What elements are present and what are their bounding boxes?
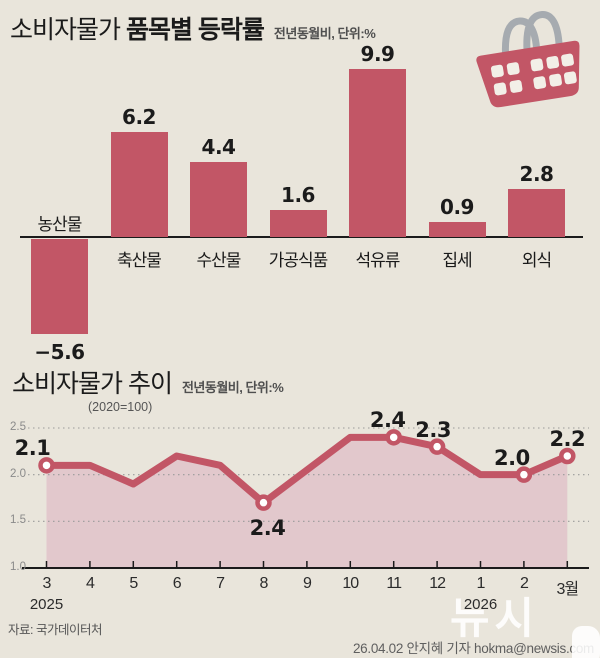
line-chart-header: 소비자물가 추이 전년동월비, 단위:%: [12, 364, 284, 400]
x-axis-label: 8: [259, 575, 269, 592]
bar-category-label: 수산물: [196, 251, 242, 270]
x-axis-label: 5: [129, 575, 138, 592]
byline-credit: 26.04.02 안지혜 기자 hokma@newsis.com: [352, 641, 594, 656]
x-axis-label: 2: [519, 575, 529, 592]
bar-category-label: 농산물: [37, 215, 83, 234]
y-axis-label: 1.0: [10, 561, 26, 573]
newsis-watermark: 뉴시스: [450, 584, 600, 658]
y-axis-label: 2.5: [10, 421, 26, 433]
newsis-logo-symbol: [571, 626, 600, 658]
data-point-marker: [385, 429, 402, 446]
bar-value-label: 9.9: [360, 41, 395, 66]
bar-chart-title: 소비자물가 품목별 등락률: [10, 10, 265, 46]
point-value-label: 2.2: [549, 427, 586, 451]
data-source-note: 자료: 국가데이터처: [8, 623, 102, 637]
bar-category-label: 축산물: [117, 251, 162, 270]
bar-chart-header: 소비자물가 품목별 등락률 전년동월비, 단위:%: [10, 10, 376, 46]
data-point-marker: [428, 438, 446, 455]
y-axis-label: 2.0: [10, 467, 26, 480]
year-label: 2026: [463, 596, 498, 613]
bar-category-label: 외식: [521, 251, 552, 270]
bar-value-label: 6.2: [122, 104, 156, 129]
bar-chart-unit-note: 전년동월비, 단위:%: [273, 26, 376, 41]
bar-value-label: 4.4: [201, 135, 236, 160]
bar-chart-axis: [20, 236, 583, 238]
bar-chart-title-emph: 품목별 등락률: [125, 16, 265, 44]
bar-5: [428, 221, 486, 237]
bar-1: [110, 131, 168, 237]
bar-value-label: 1.6: [281, 182, 315, 207]
x-axis-label: 4: [85, 575, 95, 592]
bar-0: [31, 239, 88, 335]
bar-2: [190, 162, 247, 237]
point-value-label: 2.4: [369, 408, 406, 433]
area-fill: [46, 437, 568, 568]
x-axis-label: 7: [216, 575, 225, 592]
bar-value-label: 2.8: [519, 162, 554, 187]
x-axis-label: 11: [386, 575, 402, 592]
bar-chart: −5.6 농산물 6.2 축산물 4.4 수산물 1.6 가공식품 9.9 석유류 0.9 집세 2.8…: [20, 41, 583, 364]
y-axis-label: 1.5: [10, 514, 26, 527]
bar-value-label: −5.6: [34, 340, 85, 365]
point-value-label: 2.3: [415, 417, 451, 442]
x-axis-label: 9: [302, 575, 312, 592]
x-axis-label: 3: [42, 575, 52, 592]
x-axis-label: 10: [342, 575, 359, 592]
basket-handle-left: [501, 17, 541, 66]
basket-handle-right: [523, 10, 563, 60]
year-label: 2025: [29, 596, 64, 613]
data-point-marker: [255, 494, 272, 511]
data-point-marker: [515, 466, 533, 483]
x-axis-label: 12: [429, 575, 446, 592]
bar-category-label: 석유류: [355, 251, 401, 270]
bar-category-label: 가공식품: [268, 251, 329, 270]
bar-6: [508, 189, 565, 237]
line-chart-unit-note: 전년동월비, 단위:%: [181, 380, 284, 395]
x-axis-label: 3월: [556, 581, 579, 598]
line-chart: [22, 427, 589, 569]
bar-value-label: 0.9: [440, 194, 474, 219]
trend-line: [43, 433, 571, 507]
newsis-logo-text: 뉴시스: [450, 595, 540, 658]
line-chart-title: 소비자물가 추이: [12, 370, 173, 398]
point-value-label: 2.4: [249, 515, 286, 540]
bar-category-label: 집세: [442, 251, 472, 270]
data-point-marker: [38, 457, 55, 474]
x-axis-label: 6: [172, 575, 182, 592]
shopping-basket-icon: [476, 10, 580, 108]
bar-3: [269, 209, 327, 237]
bar-4: [349, 68, 406, 237]
point-value-label: 2.1: [14, 436, 51, 461]
x-axis-label: 1: [476, 575, 486, 592]
data-point-marker: [559, 447, 576, 465]
bar-chart-title-prefix: 소비자물가: [10, 16, 121, 44]
basket-holes: [490, 53, 577, 96]
point-value-label: 2.0: [494, 445, 530, 470]
line-chart-base-note: (2020=100): [88, 400, 153, 414]
